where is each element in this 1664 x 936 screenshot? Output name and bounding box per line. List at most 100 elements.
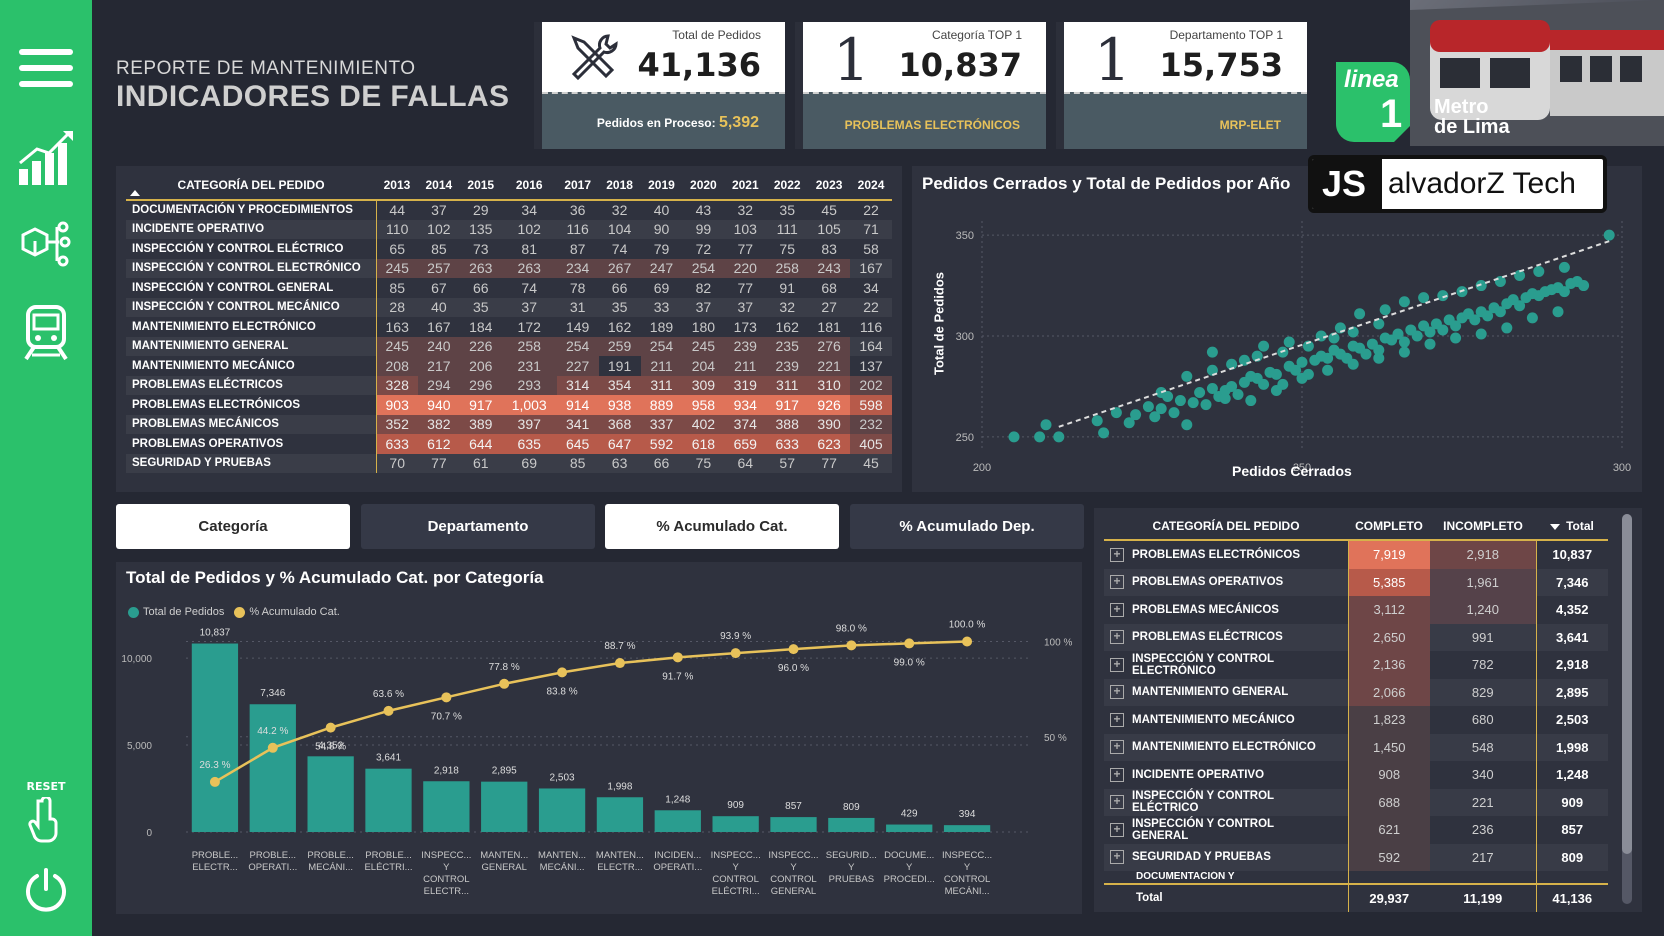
- scatter-point[interactable]: [1270, 384, 1282, 396]
- scatter-point[interactable]: [1328, 332, 1340, 344]
- scatter-point[interactable]: [1322, 352, 1334, 364]
- rt-header-incompleto[interactable]: INCOMPLETO: [1430, 512, 1536, 541]
- expand-icon[interactable]: +: [1110, 547, 1124, 562]
- scatter-point[interactable]: [1424, 326, 1436, 338]
- matrix-row[interactable]: DOCUMENTACIÓN Y PROCEDIMIENTOS 44 37 29 34 36…: [126, 200, 892, 220]
- scatter-point[interactable]: [1091, 415, 1103, 427]
- scatter-point[interactable]: [1494, 276, 1506, 288]
- scatter-point[interactable]: [1469, 314, 1481, 326]
- scatter-point[interactable]: [1290, 364, 1302, 376]
- menu-icon[interactable]: [16, 38, 76, 98]
- expand-icon[interactable]: +: [1110, 630, 1124, 645]
- scatter-point[interactable]: [1398, 336, 1410, 348]
- scatter-point[interactable]: [1398, 346, 1410, 358]
- table-row[interactable]: + MANTENIMIENTO GENERAL 2,066 829 2,895: [1104, 678, 1608, 706]
- table-row[interactable]: + PROBLEMAS OPERATIVOS 5,385 1,961 7,346: [1104, 568, 1608, 596]
- scatter-point[interactable]: [1373, 318, 1385, 330]
- scatter-point[interactable]: [1226, 380, 1238, 392]
- matrix-row[interactable]: INSPECCIÓN Y CONTROL MECÁNICO 28 40 35 37 31 3…: [126, 297, 892, 317]
- year-header[interactable]: 2016: [501, 170, 557, 201]
- table-row[interactable]: + PROBLEMAS ELÉCTRICOS 2,650 991 3,641: [1104, 623, 1608, 651]
- scrollbar-thumb[interactable]: [1622, 514, 1632, 854]
- pareto-bar[interactable]: [943, 825, 991, 832]
- chart-icon[interactable]: [16, 128, 76, 188]
- expand-icon[interactable]: +: [1110, 575, 1124, 590]
- scatter-point[interactable]: [1296, 356, 1308, 368]
- scatter-point[interactable]: [1174, 395, 1186, 407]
- scatter-point[interactable]: [1392, 328, 1404, 340]
- table-row[interactable]: + SEGURIDAD Y PRUEBAS 592 217 809: [1104, 843, 1608, 871]
- expand-icon[interactable]: +: [1110, 602, 1124, 617]
- pareto-line-point[interactable]: [788, 644, 799, 655]
- scatter-point[interactable]: [1149, 411, 1161, 423]
- expand-icon[interactable]: +: [1110, 685, 1124, 700]
- scatter-point[interactable]: [1475, 280, 1487, 292]
- scatter-point[interactable]: [1053, 431, 1065, 443]
- expand-icon[interactable]: +: [1110, 712, 1124, 727]
- pareto-bar[interactable]: [249, 704, 296, 832]
- scatter-point[interactable]: [1206, 382, 1218, 394]
- scatter-point[interactable]: [1200, 399, 1212, 411]
- year-header[interactable]: 2022: [766, 170, 809, 201]
- year-header[interactable]: 2024: [850, 170, 892, 201]
- scatter-point[interactable]: [1437, 324, 1449, 336]
- scatter-point[interactable]: [1110, 407, 1122, 419]
- scatter-point[interactable]: [1603, 229, 1615, 241]
- scatter-point[interactable]: [1238, 354, 1250, 366]
- pareto-bar[interactable]: [654, 810, 701, 832]
- pareto-line-point[interactable]: [904, 638, 915, 649]
- scatter-point[interactable]: [1558, 261, 1570, 273]
- scatter-point[interactable]: [1155, 403, 1167, 415]
- expand-icon[interactable]: +: [1110, 767, 1124, 782]
- matrix-row[interactable]: PROBLEMAS MECÁNICOS 352 382 389 397 341 368 337…: [126, 414, 892, 434]
- pareto-bar[interactable]: [828, 817, 875, 832]
- scatter-point[interactable]: [1501, 322, 1513, 334]
- year-header[interactable]: 2023: [808, 170, 851, 201]
- matrix-row[interactable]: MANTENIMIENTO ELECTRÓNICO 163 167 184 172 149…: [126, 317, 892, 337]
- scatter-point[interactable]: [1142, 401, 1154, 413]
- scatter-point[interactable]: [1040, 419, 1052, 431]
- train-icon[interactable]: [16, 302, 76, 362]
- year-header[interactable]: 2015: [459, 170, 502, 201]
- scatter-point[interactable]: [1034, 431, 1046, 443]
- matrix-row[interactable]: INSPECCIÓN Y CONTROL GENERAL 85 67 66 74 78 66…: [126, 278, 892, 298]
- pareto-line-point[interactable]: [557, 667, 568, 678]
- scatter-point[interactable]: [1347, 358, 1359, 370]
- pareto-line-point[interactable]: [730, 648, 741, 659]
- pareto-line-point[interactable]: [209, 776, 220, 787]
- pareto-bar[interactable]: [596, 797, 644, 832]
- scrollbar[interactable]: [1622, 514, 1632, 904]
- table-row[interactable]: + INSPECCIÓN Y CONTROL ELÉCTRICO 688 221 909: [1104, 788, 1608, 816]
- year-header[interactable]: 2014: [417, 170, 460, 201]
- scatter-point[interactable]: [1450, 332, 1462, 344]
- scatter-point[interactable]: [1450, 320, 1462, 332]
- scatter-point[interactable]: [1424, 338, 1436, 350]
- scatter-point[interactable]: [1494, 306, 1506, 318]
- pareto-bar[interactable]: [770, 817, 817, 832]
- table-row[interactable]: + PROBLEMAS ELECTRÓNICOS 7,919 2,918 10,837: [1104, 540, 1608, 569]
- year-header[interactable]: 2013: [376, 170, 418, 201]
- scatter-point[interactable]: [1219, 393, 1231, 405]
- pill-categoria[interactable]: Categoría: [116, 504, 350, 549]
- scatter-point[interactable]: [1482, 310, 1494, 322]
- pareto-line-point[interactable]: [846, 640, 857, 651]
- matrix-row[interactable]: MANTENIMIENTO MECÁNICO 208 217 206 231 227 191…: [126, 356, 892, 376]
- table-row[interactable]: + MANTENIMIENTO ELECTRÓNICO 1,450 548 1,998: [1104, 733, 1608, 761]
- scatter-point[interactable]: [1418, 292, 1430, 304]
- table-row[interactable]: + INCIDENTE OPERATIVO 908 340 1,248: [1104, 761, 1608, 789]
- matrix-row[interactable]: INSPECCIÓN Y CONTROL ELECTRÓNICO 245 257 26…: [126, 258, 892, 278]
- table-row[interactable]: + PROBLEMAS MECÁNICOS 3,112 1,240 4,352: [1104, 596, 1608, 624]
- matrix-row[interactable]: SEGURIDAD Y PRUEBAS 70 77 61 69 85 63 66 75 64 57 7…: [126, 453, 892, 473]
- rt-header-cat[interactable]: CATEGORÍA DEL PEDIDO: [1104, 512, 1348, 541]
- scatter-point[interactable]: [1283, 336, 1295, 348]
- expand-icon[interactable]: +: [1110, 795, 1124, 810]
- scatter-point[interactable]: [1251, 350, 1263, 362]
- matrix-row[interactable]: PROBLEMAS OPERATIVOS 633 612 644 635 645 647 59…: [126, 434, 892, 454]
- scatter-point[interactable]: [1130, 409, 1142, 421]
- matrix-row[interactable]: PROBLEMAS ELÉCTRICOS 328 294 296 293 314 354 31…: [126, 375, 892, 395]
- matrix-row[interactable]: INCIDENTE OPERATIVO 110 102 135 102 116 104 90 9…: [126, 219, 892, 239]
- scatter-point[interactable]: [1181, 370, 1193, 382]
- pill-acumulado-dep[interactable]: % Acumulado Dep.: [850, 504, 1084, 549]
- scatter-point[interactable]: [1373, 352, 1385, 364]
- scatter-point[interactable]: [1194, 386, 1206, 398]
